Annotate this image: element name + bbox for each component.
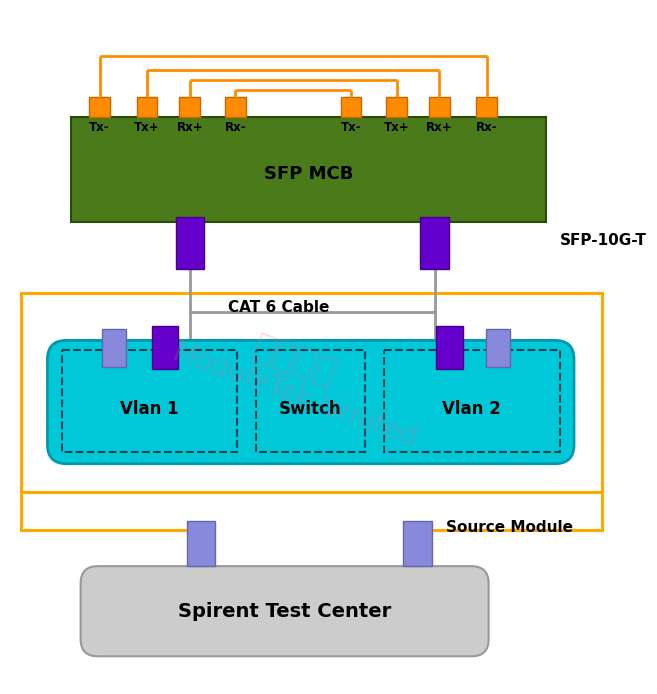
Bar <box>152 326 178 369</box>
Text: ModuleTek.Limited: ModuleTek.Limited <box>168 338 420 452</box>
Bar <box>62 350 237 452</box>
Bar <box>384 350 560 452</box>
Text: SFP-10G-T: SFP-10G-T <box>560 233 646 248</box>
Bar <box>420 217 449 269</box>
Text: Source Module: Source Module <box>446 520 573 535</box>
Bar <box>179 96 200 117</box>
Text: 摩泰光电: 摩泰光电 <box>248 330 340 392</box>
Text: Rx+: Rx+ <box>177 121 203 134</box>
Text: Vlan 2: Vlan 2 <box>442 400 501 418</box>
Bar <box>175 217 204 269</box>
Text: Rx-: Rx- <box>476 121 497 134</box>
FancyBboxPatch shape <box>47 340 574 464</box>
Bar <box>436 326 463 369</box>
Text: Vlan 1: Vlan 1 <box>120 400 178 418</box>
Bar <box>71 117 545 222</box>
Bar <box>187 520 215 566</box>
Text: Tx+: Tx+ <box>384 121 409 134</box>
Text: Rx+: Rx+ <box>426 121 453 134</box>
Text: CAT 6 Cable: CAT 6 Cable <box>228 300 329 314</box>
Bar <box>429 96 450 117</box>
Text: Tx-: Tx- <box>341 121 361 134</box>
Bar <box>486 329 509 367</box>
Text: SFP MCB: SFP MCB <box>263 165 353 183</box>
Text: Switch: Switch <box>279 400 342 418</box>
Bar <box>89 96 110 117</box>
Bar <box>386 96 407 117</box>
Text: Rx-: Rx- <box>225 121 246 134</box>
Bar <box>102 329 126 367</box>
Bar <box>403 520 432 566</box>
FancyBboxPatch shape <box>81 566 489 657</box>
Bar <box>476 96 497 117</box>
Text: Tx+: Tx+ <box>134 121 160 134</box>
Bar <box>340 96 361 117</box>
Bar <box>256 350 365 452</box>
Bar <box>137 96 158 117</box>
Text: Spirent Test Center: Spirent Test Center <box>178 602 392 621</box>
Text: Tx-: Tx- <box>89 121 110 134</box>
Bar <box>21 293 602 492</box>
Bar <box>225 96 246 117</box>
